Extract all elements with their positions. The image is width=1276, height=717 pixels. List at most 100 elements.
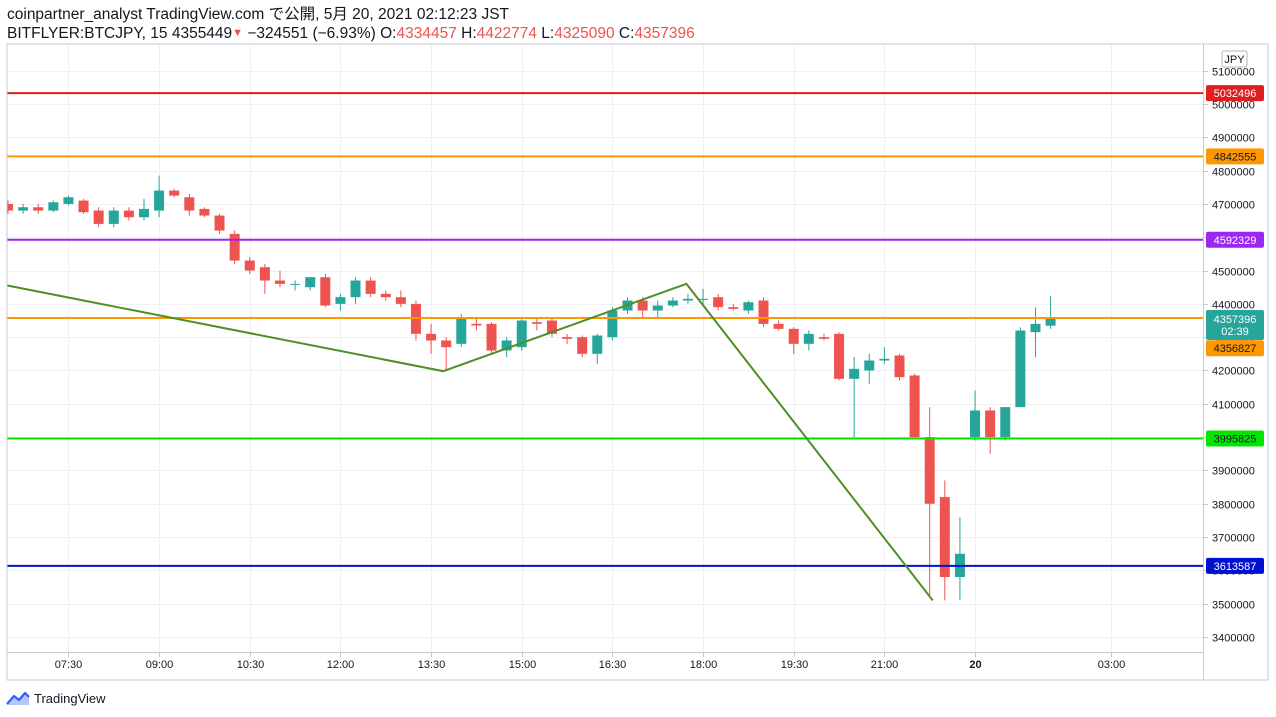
price-tick-label: 3800000	[1212, 500, 1255, 512]
level-price-tag-bg	[1206, 557, 1264, 574]
level-price-tag: 5032496	[1206, 85, 1264, 102]
line-value-tag: 4356827	[1206, 340, 1264, 357]
tradingview-footer[interactable]: TradingView	[6, 688, 106, 708]
open-label: O:	[380, 25, 397, 42]
line-value-tag-bg	[1206, 340, 1264, 357]
candle-body	[985, 410, 996, 438]
level-price-tag: 3613587	[1206, 557, 1264, 574]
candle-body	[909, 375, 920, 438]
candle	[154, 175, 165, 218]
candle	[682, 293, 693, 304]
candle-body	[803, 333, 814, 344]
time-tick-label: 21:00	[871, 659, 899, 671]
level-price-tag-text: 3613587	[1214, 561, 1257, 573]
candle	[894, 353, 905, 381]
candle	[244, 257, 255, 274]
candle-body	[48, 202, 59, 211]
candle	[939, 480, 950, 601]
level-price-tag-bg	[1206, 430, 1264, 447]
level-price-tag-text: 5032496	[1214, 88, 1257, 100]
candle	[305, 277, 316, 291]
candle	[516, 317, 527, 351]
candle-body	[713, 297, 724, 308]
horizontal-lines	[7, 92, 1203, 567]
candle-body	[259, 267, 270, 281]
candle	[909, 373, 920, 438]
candle	[1015, 327, 1026, 408]
tradingview-brand: TradingView	[34, 690, 106, 706]
candle-body	[698, 298, 709, 300]
candle-body	[365, 280, 376, 294]
line-value-tag-text: 4356827	[1214, 343, 1257, 355]
candle	[33, 203, 44, 214]
candle	[864, 353, 875, 384]
candle	[441, 337, 452, 371]
price-tick-label: 3700000	[1212, 533, 1255, 545]
candle	[713, 293, 724, 311]
price-tick-label: 5100000	[1212, 67, 1255, 79]
level-price-tag-text: 4592329	[1214, 235, 1257, 247]
symbol-label[interactable]: BITFLYER:BTCJPY, 15	[7, 25, 168, 42]
candle	[577, 335, 588, 358]
candle-body	[1015, 330, 1026, 408]
candle-body	[335, 297, 346, 304]
candle-body	[818, 337, 829, 339]
currency-badge: JPY	[1221, 50, 1248, 68]
candle	[985, 407, 996, 454]
candle-body	[788, 328, 799, 344]
price-tick-label: 4800000	[1212, 167, 1255, 179]
last-price-tag-text: 4357396	[1214, 314, 1257, 326]
level-price-tag: 4592329	[1206, 231, 1264, 248]
candle	[803, 330, 814, 351]
candle-body	[138, 208, 149, 218]
candle	[486, 322, 497, 354]
candle	[698, 288, 709, 304]
candle	[410, 300, 421, 341]
level-price-tag: 4842555	[1206, 148, 1264, 165]
candle	[63, 195, 74, 206]
time-tick-label: 03:00	[1098, 659, 1126, 671]
candle-body	[199, 208, 210, 216]
candle	[184, 193, 195, 216]
candle	[1030, 307, 1041, 358]
currency-label: JPY	[1224, 54, 1245, 66]
candle	[954, 517, 965, 601]
candle	[501, 337, 512, 358]
time-tick-label: 13:30	[418, 659, 446, 671]
level-price-tag-bg	[1206, 231, 1264, 248]
time-tick-label: 07:30	[55, 659, 83, 671]
price-tick-label: 4400000	[1212, 300, 1255, 312]
candle-body	[637, 300, 648, 311]
candle	[456, 313, 467, 348]
price-tick-label: 3900000	[1212, 466, 1255, 478]
candle-body	[743, 302, 754, 311]
candle-body	[456, 318, 467, 344]
level-price-tag-text: 4842555	[1214, 151, 1257, 163]
candle-body	[1045, 318, 1056, 326]
candle-body	[154, 190, 165, 211]
time-tick-label: 10:30	[237, 659, 265, 671]
time-axis[interactable]: 07:30 09:00 10:30 12:00 13:30 15:00 16:30 18:00…	[55, 652, 1126, 671]
candle-body	[350, 280, 361, 298]
symbol-ohlc-row: BITFLYER:BTCJPY, 15 4355449▼ −324551 (−6…	[7, 24, 1267, 43]
low-label: L:	[541, 25, 555, 42]
candle-body	[169, 190, 180, 196]
open-value: 4334457	[396, 25, 457, 42]
price-tick-label: 4200000	[1212, 366, 1255, 378]
candle-body	[864, 360, 875, 371]
time-tick-label: 16:30	[599, 659, 627, 671]
candle	[7, 200, 13, 214]
high-value: 4422774	[476, 25, 537, 42]
last-price-tag-bg	[1206, 310, 1264, 341]
candle-body	[939, 497, 950, 578]
price-tags: 5032496 4842555 4592329 3995825 3613587 43573…	[1206, 85, 1264, 574]
candle	[849, 357, 860, 438]
candle	[1045, 296, 1056, 329]
candle-body	[78, 200, 89, 213]
candle-body	[758, 300, 769, 324]
plot-area[interactable]	[0, 92, 1203, 601]
candle-body	[879, 358, 890, 361]
time-tick-label: 15:00	[509, 659, 537, 671]
